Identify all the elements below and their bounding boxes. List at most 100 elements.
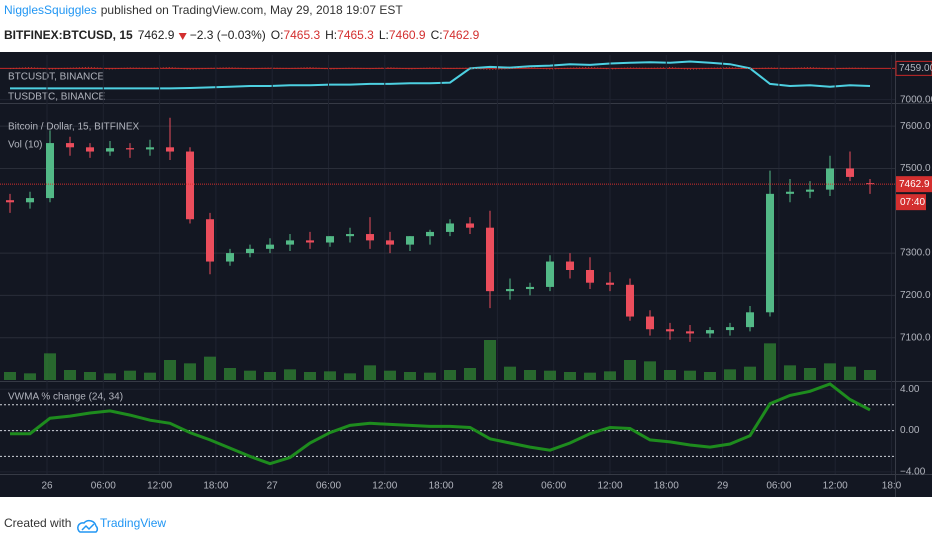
volume-bar bbox=[564, 372, 576, 380]
close-label: C: bbox=[431, 28, 443, 42]
volume-bar bbox=[764, 343, 776, 380]
low-label: L: bbox=[379, 28, 389, 42]
candle-body bbox=[686, 331, 694, 334]
candle-body bbox=[826, 168, 834, 190]
candle-body bbox=[86, 147, 94, 152]
volume-bar bbox=[724, 369, 736, 380]
candle-body bbox=[746, 312, 754, 328]
volume-bar bbox=[864, 370, 876, 380]
candle-body bbox=[726, 327, 734, 331]
author[interactable]: NigglesSquiggles bbox=[4, 3, 97, 17]
volume-bar bbox=[444, 370, 456, 380]
volume-bar bbox=[584, 372, 596, 380]
series-line bbox=[9, 66, 871, 71]
countdown-label: 07:40 bbox=[900, 197, 925, 208]
volume-bar bbox=[244, 370, 256, 380]
y-tick-label: 7300.0 bbox=[900, 248, 931, 259]
open: 7465.3 bbox=[283, 28, 320, 42]
symbol: BITFINEX:BTCUSD, 15 bbox=[4, 28, 133, 42]
volume-bar bbox=[224, 368, 236, 380]
volume-bar bbox=[704, 372, 716, 380]
candle-body bbox=[586, 270, 594, 283]
candle-body bbox=[146, 147, 154, 150]
pane-title: Bitcoin / Dollar, 15, BITFINEX bbox=[8, 122, 139, 133]
volume-label: Vol (10) bbox=[8, 140, 42, 151]
x-tick-label: 12:00 bbox=[597, 481, 622, 492]
volume-bar bbox=[504, 366, 516, 380]
footer-text: Created with bbox=[4, 516, 71, 530]
volume-bar bbox=[24, 373, 36, 380]
candle-body bbox=[46, 143, 54, 199]
price-label: 7459.00 bbox=[899, 63, 932, 74]
candle-body bbox=[546, 261, 554, 287]
volume-bar bbox=[364, 365, 376, 380]
candle-body bbox=[66, 143, 74, 148]
price-label-box bbox=[895, 60, 932, 76]
volume-bar bbox=[284, 369, 296, 380]
candle-body bbox=[106, 148, 114, 152]
volume-bar bbox=[804, 368, 816, 380]
volume-bar bbox=[664, 370, 676, 380]
x-tick-label: 12:00 bbox=[147, 481, 172, 492]
candle-body bbox=[646, 316, 654, 330]
volume-bar bbox=[264, 372, 276, 380]
low: 7460.9 bbox=[389, 28, 426, 42]
volume-bar bbox=[424, 372, 436, 380]
candle-body bbox=[806, 189, 814, 192]
candle-body bbox=[506, 289, 514, 292]
candle-body bbox=[406, 236, 414, 245]
candle-body bbox=[206, 219, 214, 262]
volume-bar bbox=[464, 368, 476, 380]
close: 7462.9 bbox=[443, 28, 480, 42]
candle-body bbox=[226, 253, 234, 262]
volume-bar bbox=[44, 353, 56, 380]
volume-bar bbox=[64, 370, 76, 380]
volume-bar bbox=[484, 340, 496, 380]
symbol-info: BITFINEX:BTCUSD, 15 7462.9 bbox=[4, 28, 175, 42]
candle-body bbox=[186, 151, 194, 220]
series-line bbox=[10, 60, 871, 90]
candle-body bbox=[606, 282, 614, 285]
top-pane: BTCUSDT, BINANCE TUSDBTC, BINANCE bbox=[0, 60, 895, 102]
volume-bar bbox=[624, 360, 636, 380]
logo-line bbox=[81, 523, 95, 531]
candle-body bbox=[666, 329, 674, 332]
y-tick-label: 7000.00 bbox=[900, 94, 932, 105]
volume-bar bbox=[844, 366, 856, 380]
y-tick-label: 7600.0 bbox=[900, 121, 931, 132]
x-tick-label: 26 bbox=[41, 481, 53, 492]
indicator-line bbox=[10, 382, 871, 466]
volume-bar bbox=[604, 371, 616, 380]
x-tick-label: 27 bbox=[267, 481, 279, 492]
volume-bar bbox=[344, 373, 356, 380]
candle-body bbox=[626, 284, 634, 317]
y-tick-label: 7200.0 bbox=[900, 290, 931, 301]
candle-body bbox=[346, 234, 354, 237]
candle-body bbox=[286, 240, 294, 245]
volume-bar bbox=[144, 372, 156, 380]
candle-body bbox=[266, 244, 274, 249]
open-label: O: bbox=[271, 28, 284, 42]
candle-body bbox=[26, 198, 34, 203]
last-price: 7462.9 bbox=[138, 28, 175, 42]
x-tick-label: 18:00 bbox=[654, 481, 679, 492]
candle-body bbox=[706, 330, 714, 334]
candle-body bbox=[786, 191, 794, 194]
candle-body bbox=[386, 240, 394, 245]
x-tick-label: 12:00 bbox=[823, 481, 848, 492]
candle-body bbox=[866, 183, 874, 185]
volume-bar bbox=[124, 370, 136, 380]
candle-body bbox=[486, 227, 494, 292]
candle-body bbox=[526, 286, 534, 290]
volume-bar bbox=[404, 372, 416, 380]
candle-body bbox=[846, 168, 854, 177]
last-price-label: 7462.9 bbox=[899, 179, 930, 190]
volume-bar bbox=[204, 356, 216, 380]
volume-bar bbox=[784, 365, 796, 380]
x-tick-label: 12:00 bbox=[372, 481, 397, 492]
x-tick-label: 06:00 bbox=[541, 481, 566, 492]
footer-brand[interactable]: TradingView bbox=[100, 516, 166, 530]
candle-body bbox=[246, 248, 254, 254]
y-tick-label: 4.00 bbox=[900, 384, 920, 395]
candle-body bbox=[366, 234, 374, 241]
